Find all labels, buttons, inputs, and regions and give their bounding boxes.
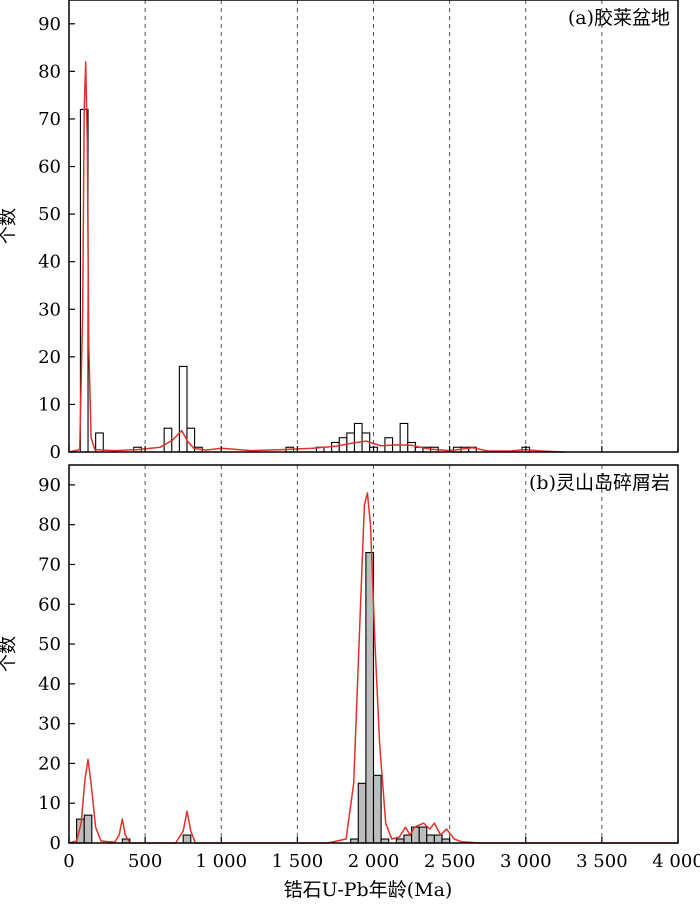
y-tick-label: 60: [38, 594, 61, 615]
panel-b: 0 10 20 30 40 50 60 70 80 90 0 500 1 000 1 500 2 000 2 …: [0, 464, 700, 872]
x-tick-label: 3 500: [576, 851, 628, 872]
histogram-bar: [163, 427, 173, 453]
histogram-bar: [365, 551, 375, 844]
x-tick-label: 4 000: [652, 851, 700, 872]
y-tick-label: 70: [38, 109, 61, 130]
y-tick-label: 70: [38, 554, 61, 575]
y-tick-label: 40: [38, 674, 61, 695]
y-tick-label: 20: [38, 347, 61, 368]
y-tick-label: 50: [38, 204, 61, 225]
x-tick-label: 500: [128, 851, 162, 872]
histogram-bar: [182, 834, 192, 844]
histogram-bar: [353, 422, 363, 453]
y-tick-label: 90: [38, 14, 61, 35]
y-tick-label: 30: [38, 714, 61, 735]
y-tick-label: 10: [38, 394, 61, 415]
y-tick-label: 80: [38, 61, 61, 82]
y-axis-label: 个数: [0, 208, 19, 244]
x-axis-label: 锆石U-Pb年龄(Ma): [284, 879, 453, 901]
histogram-bar: [407, 441, 416, 453]
y-tick-label: 0: [50, 833, 61, 854]
panel-label: (b)灵山岛碎屑岩: [529, 472, 670, 494]
histogram-bar: [418, 826, 428, 844]
x-tick-label: 2 000: [348, 851, 400, 872]
histogram-bar: [426, 834, 435, 844]
y-tick-label: 40: [38, 252, 61, 273]
y-tick-label: 30: [38, 299, 61, 320]
kde-curve: [68, 492, 678, 844]
y-tick-label: 90: [38, 475, 61, 496]
y-tick-label: 0: [50, 442, 61, 463]
x-tick-label: 3 000: [500, 851, 552, 872]
y-tick-label: 20: [38, 753, 61, 774]
histogram-bar: [357, 782, 367, 844]
histogram-bar: [433, 834, 443, 844]
y-axis-label: 个数: [0, 636, 19, 672]
y-tick-label: 80: [38, 515, 61, 536]
y-tick-label: 60: [38, 157, 61, 178]
x-tick-label: 1 500: [272, 851, 324, 872]
histogram-bar: [372, 774, 382, 844]
histogram-bar: [399, 422, 409, 453]
y-tick-label: 50: [38, 634, 61, 655]
x-tick-label: 1 000: [195, 851, 247, 872]
x-tick-label: 0: [63, 851, 74, 872]
histogram-bar: [83, 814, 93, 844]
y-tick-label: 10: [38, 793, 61, 814]
kde-curve: [68, 61, 564, 453]
histogram-bar: [403, 834, 413, 844]
panel-label: (a)胶莱盆地: [568, 7, 670, 29]
x-tick-label: 2 500: [424, 851, 476, 872]
